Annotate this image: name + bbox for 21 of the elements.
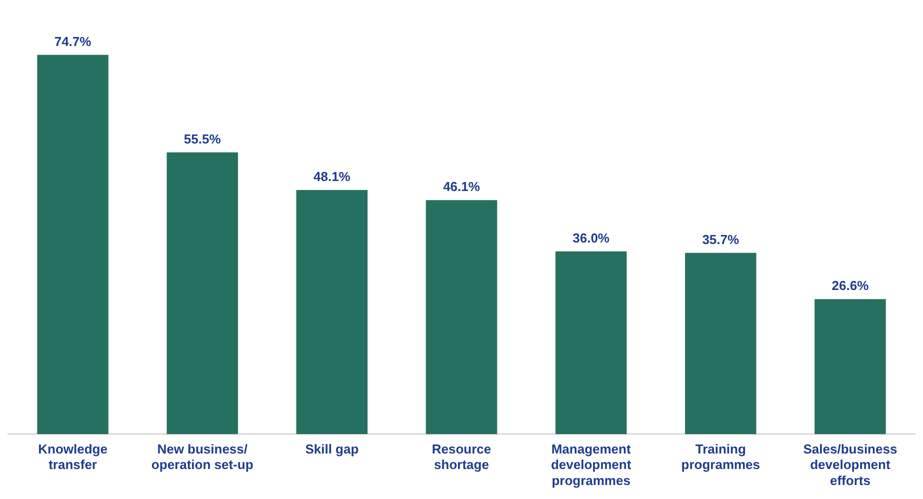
bar [814, 299, 886, 434]
data-label: 35.7% [702, 232, 740, 248]
x-tick-label: New business/operation set-up [151, 442, 254, 472]
data-label: 48.1% [313, 169, 351, 184]
x-tick-label: Training programmes [681, 442, 760, 472]
data-label: 36.0% [572, 230, 610, 246]
x-tick-label: Resource shortage [432, 442, 492, 472]
bar [555, 251, 627, 434]
data-label: 55.5% [184, 131, 222, 146]
bar [426, 200, 498, 434]
bar [296, 190, 368, 434]
x-tick-label: Sales/business development efforts [803, 442, 898, 488]
x-tick-label: Management development programmes [550, 442, 632, 488]
data-label: 46.1% [443, 179, 480, 194]
data-label: 74.7% [54, 34, 92, 49]
bar [37, 54, 108, 434]
bar [685, 252, 756, 434]
x-tick-label: Skill gap [305, 442, 359, 457]
data-label: 26.6% [832, 278, 870, 294]
bar [166, 152, 238, 434]
x-tick-label: Knowledge transfer [38, 442, 108, 472]
